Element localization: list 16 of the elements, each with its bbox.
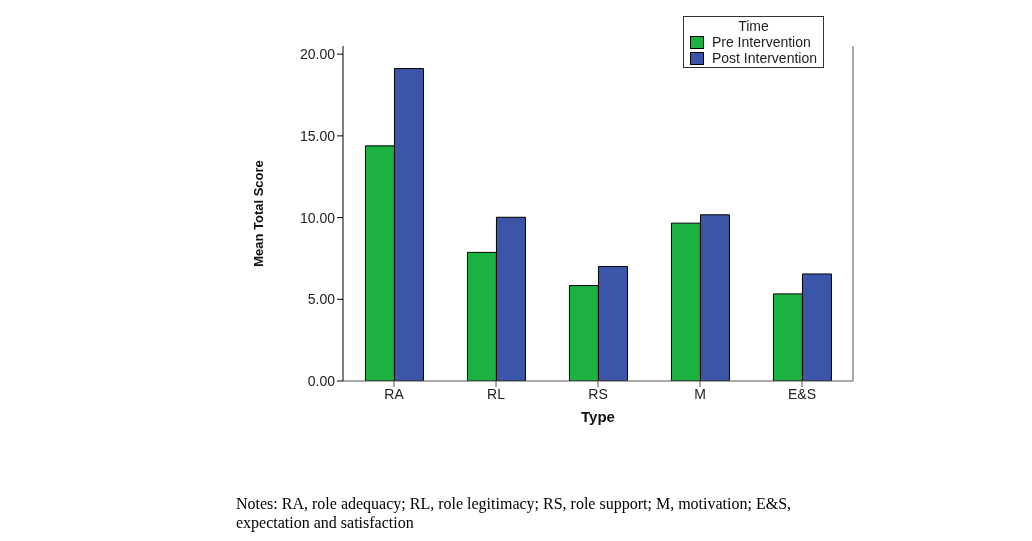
legend-label: Post Intervention (710, 50, 817, 66)
y-tick-label: 5.00 (307, 291, 336, 308)
x-axis-title: Type (581, 408, 615, 425)
y-tick-label: 15.00 (299, 127, 336, 144)
text: Notes: RA, role adequacy; RL, role legitimacy; RS, role support; M, motivation; E&S, expectation and satisfaction (236, 494, 793, 532)
legend-label: Pre Intervention (710, 34, 812, 50)
x-tick-label: E&S (787, 385, 817, 402)
y-tick-label: 20.00 (299, 46, 336, 63)
legend-title: Time (737, 18, 770, 34)
x-tick-label: RL (487, 385, 506, 402)
x-tick-label: RS (588, 385, 608, 402)
x-tick-label: M (694, 385, 706, 402)
y-tick-label: 10.00 (299, 209, 336, 226)
y-tick-label: 0.00 (307, 372, 336, 389)
x-tick-label: RA (384, 385, 405, 402)
y-axis-title: Mean Total Score (250, 160, 266, 267)
